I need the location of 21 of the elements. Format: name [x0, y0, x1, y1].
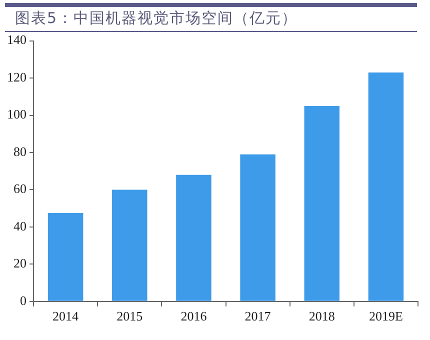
y-tick-label: 100 [7, 106, 26, 122]
y-tick-label: 80 [14, 144, 26, 159]
chart-title: 图表5：中国机器视觉市场空间（亿元） [5, 3, 417, 32]
y-tick-label: 60 [14, 181, 26, 196]
y-tick-label: 140 [7, 32, 26, 48]
x-tick-label: 2019E [368, 308, 403, 324]
y-tick-label: 40 [14, 218, 26, 234]
bar [48, 212, 84, 301]
bar [112, 190, 148, 301]
bar [368, 72, 404, 301]
y-tick-label: 120 [7, 69, 26, 84]
x-tick-label: 2016 [180, 308, 208, 324]
bar [240, 154, 276, 301]
y-tick-label: 0 [20, 292, 26, 308]
y-tick-label: 20 [14, 256, 26, 271]
x-tick-label: 2018 [308, 308, 335, 324]
x-tick-label: 2014 [52, 308, 80, 324]
x-tick-label: 2017 [244, 308, 272, 324]
bar [176, 174, 212, 301]
bar [304, 106, 340, 301]
x-tick-label: 2015 [116, 308, 143, 324]
